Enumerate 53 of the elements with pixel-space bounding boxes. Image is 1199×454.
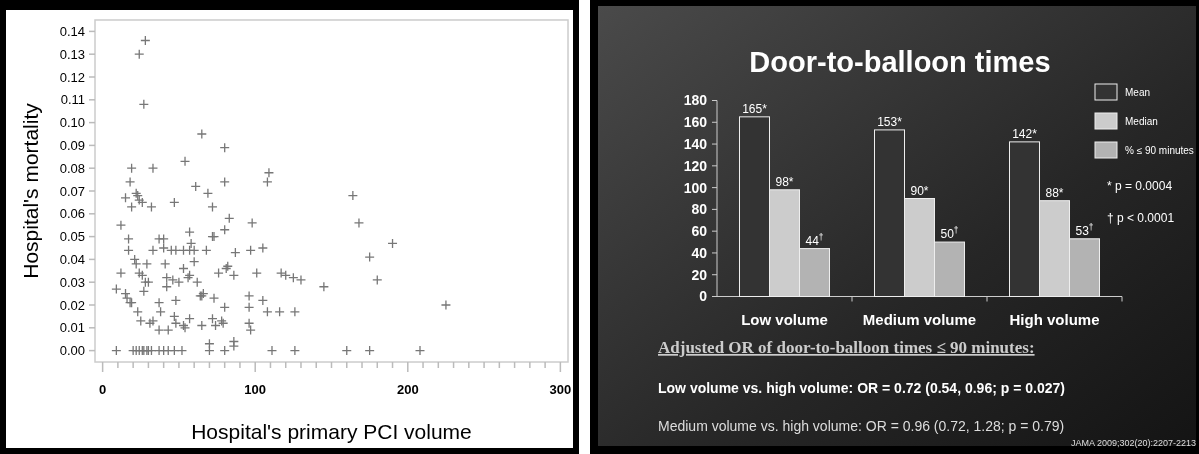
y-tick-label: 0.06 [59, 206, 85, 222]
annotation: † p < 0.0001 [1107, 211, 1175, 225]
y-tick-label: 0.14 [59, 23, 85, 39]
data-label: 165* [742, 101, 768, 116]
y-tick-label: 0.09 [59, 137, 85, 153]
legend-label: Median [1125, 115, 1158, 127]
data-label: 153* [877, 114, 903, 129]
data-label: 88* [1045, 185, 1064, 200]
y-tick-label: 100 [683, 179, 708, 196]
annotation: * p = 0.0004 [1107, 179, 1173, 193]
y-tick-label: 0.03 [59, 274, 85, 290]
chart-title: Door-to-balloon times [749, 46, 1051, 78]
y-tick-label: 40 [691, 244, 708, 261]
y-tick-label: 0.00 [59, 343, 85, 359]
y-tick-label: 180 [683, 92, 708, 109]
data-label: 53$^{†}$ [1075, 221, 1094, 238]
data-label: 98* [775, 174, 794, 189]
y-tick-label: 80 [691, 201, 708, 218]
y-tick-label: 0.01 [59, 320, 85, 336]
y-tick-label: 0.10 [59, 115, 85, 131]
legend-label: % ≤ 90 minutes [1125, 144, 1194, 156]
legend-label: Mean [1125, 86, 1151, 98]
x-tick-label: Medium volume [862, 310, 977, 328]
y-tick-label: 0.04 [59, 251, 85, 267]
data-label: 142* [1012, 126, 1038, 141]
y-axis-title: Hospital's mortality [19, 102, 42, 279]
y-tick-label: 0.05 [59, 229, 85, 245]
y-tick-label: 20 [691, 266, 708, 283]
x-axis-title: Hospital's primary PCI volume [191, 420, 472, 443]
y-tick-label: 160 [683, 114, 708, 131]
text: Low volume vs. high volume: OR = 0.72 (0.54, 0.96; p = 0.027) [658, 380, 1065, 396]
data-label: 50$^{†}$ [940, 225, 959, 242]
text: Adjusted OR of door-to-balloon times ≤ 90 minutes: [658, 338, 1035, 357]
y-tick-label: 0.08 [59, 160, 85, 176]
y-tick-label: 0.13 [59, 46, 85, 62]
x-tick-label: Low volume [741, 310, 828, 328]
y-tick-label: 0.11 [60, 92, 85, 108]
x-tick-label: 300 [549, 382, 572, 397]
x-tick-label: 100 [244, 382, 267, 397]
data-label: 44$^{†}$ [805, 231, 824, 248]
x-tick-label: 0 [99, 382, 107, 397]
y-tick-label: 60 [691, 223, 708, 240]
x-tick-label: High volume [1009, 310, 1100, 328]
x-tick-label: 200 [396, 382, 419, 397]
y-tick-label: 120 [683, 157, 708, 174]
text: Medium volume vs. high volume: OR = 0.96 (0.72, 1.28; p = 0.79) [658, 418, 1065, 434]
y-tick-label: 140 [683, 135, 708, 152]
y-tick-label: 0 [699, 288, 708, 305]
text: JAMA 2009;302(20):2207-2213 [1070, 438, 1196, 448]
y-tick-label: 0.07 [59, 183, 85, 199]
y-tick-label: 0.12 [59, 69, 85, 85]
data-label: 90* [910, 183, 929, 198]
y-tick-label: 0.02 [59, 297, 85, 313]
